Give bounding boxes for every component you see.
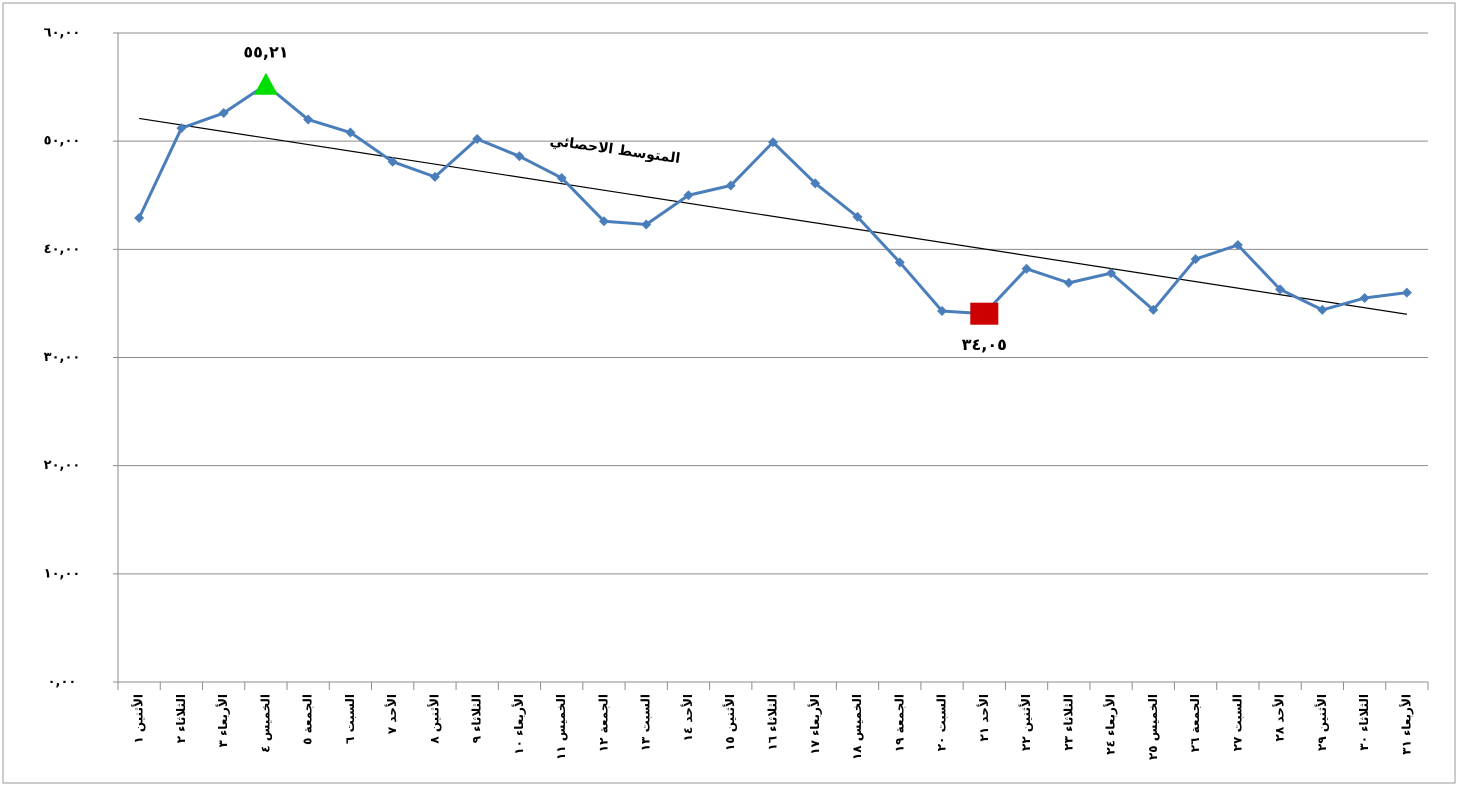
x-tick-label: السبت ١٣ <box>639 694 653 751</box>
x-tick-label: الأحد ٧ <box>384 694 399 734</box>
x-tick-label: الثلاثاء ١٦ <box>766 694 780 751</box>
y-tick-label: ٣٠,٠٠ <box>44 350 81 365</box>
x-tick-label: الأربعاء ٢٤ <box>1103 694 1118 755</box>
point <box>894 257 905 268</box>
x-tick-label: الخميس ٢٥ <box>1146 694 1160 760</box>
point <box>1106 268 1117 279</box>
x-tick-label: الأربعاء ٣١ <box>1398 694 1413 755</box>
x-tick-label: الخميس ٤ <box>258 694 272 753</box>
point <box>1275 284 1286 295</box>
x-tick-label: الأثنين ٨ <box>426 694 441 744</box>
point <box>134 212 145 223</box>
trendline <box>139 117 1407 315</box>
y-tick-label: ٢٠,٠٠ <box>44 458 81 473</box>
point <box>1021 263 1032 274</box>
point <box>1190 254 1201 265</box>
y-tick-label: ٦٠,٠٠ <box>44 26 81 41</box>
point <box>1148 304 1159 315</box>
x-tick-label: الثلاثاء ٢ <box>174 694 188 743</box>
x-tick-label: الأثنين ٢٢ <box>1018 694 1033 751</box>
point <box>303 114 314 125</box>
x-tick-label: الثلاثاء ٢٣ <box>1061 694 1075 751</box>
point <box>1063 277 1074 288</box>
point <box>556 172 567 183</box>
point <box>1359 293 1370 304</box>
y-tick-label: ٤٠,٠٠ <box>44 242 81 257</box>
x-tick-label: الثلاثاء ٣٠ <box>1357 694 1371 751</box>
point <box>641 219 652 230</box>
y-tick-label: ٠,٠٠ <box>48 675 77 690</box>
x-tick-label: الخميس ١٨ <box>850 694 864 760</box>
x-tick-label: الأحد ٢٨ <box>1272 694 1287 741</box>
x-tick-label: الجمعة ١٩ <box>892 694 906 752</box>
x-tick-label: الخميس ١١ <box>554 694 568 760</box>
point <box>176 123 187 134</box>
point <box>1317 304 1328 315</box>
x-tick-label: الأثنين ٢٩ <box>1314 694 1329 751</box>
x-tick-label: الأثنين ١٥ <box>722 694 737 751</box>
x-tick-label: الجمعة ١٢ <box>596 694 610 752</box>
point <box>725 180 736 191</box>
x-tick-label: الأربعاء ١٧ <box>807 694 822 755</box>
point <box>472 134 483 145</box>
x-tick-label: السبت ٦ <box>343 694 357 744</box>
point <box>768 137 778 148</box>
point <box>218 108 229 119</box>
point <box>387 156 398 167</box>
max-label: ٥٥,٢١ <box>243 42 288 61</box>
point <box>345 127 356 138</box>
max-marker <box>253 72 278 95</box>
min-label: ٣٤,٠٥ <box>962 335 1007 354</box>
x-tick-label: الأحد ٢١ <box>976 694 991 741</box>
y-tick-label: ١٠,٠٠ <box>44 566 81 581</box>
point <box>598 216 609 227</box>
point <box>810 178 821 189</box>
min-marker <box>970 302 999 325</box>
point <box>683 190 694 201</box>
y-tick-label: ٥٠,٠٠ <box>44 134 81 149</box>
point <box>1401 287 1412 298</box>
point <box>937 305 948 316</box>
x-tick-label: الجمعة ٥ <box>301 694 315 745</box>
point <box>514 151 525 162</box>
x-tick-label: الجمعة ٢٦ <box>1188 694 1202 752</box>
x-tick-label: الأربعاء ١٠ <box>511 694 526 755</box>
point <box>1232 240 1243 251</box>
x-tick-label: الأثنين ١ <box>131 694 146 744</box>
x-tick-label: الأربعاء ٣ <box>215 694 230 747</box>
x-tick-label: السبت ٢٠ <box>935 694 949 751</box>
point <box>429 171 440 182</box>
x-tick-label: الأحد ١٤ <box>680 694 695 741</box>
x-tick-label: الثلاثاء ٩ <box>470 694 484 743</box>
x-tick-label: السبت ٢٧ <box>1230 694 1244 751</box>
point <box>852 211 863 222</box>
